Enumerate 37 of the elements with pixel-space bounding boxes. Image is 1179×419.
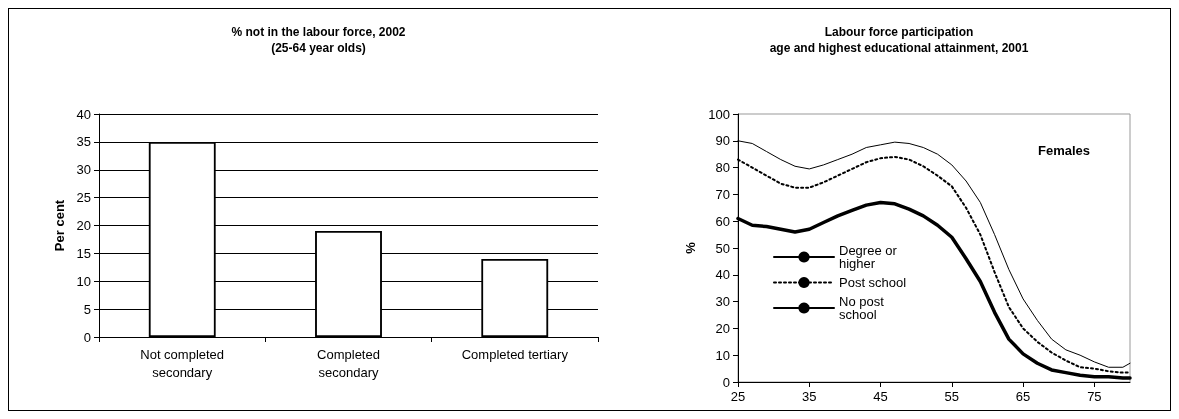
y-tick-label: 50 — [715, 240, 730, 256]
y-tick-label: 40 — [76, 106, 91, 122]
x-tick-label: Completed secondary — [317, 346, 380, 380]
y-axis-title: % — [683, 241, 699, 254]
y-tick-label: 70 — [715, 186, 730, 202]
x-tick-label: 45 — [873, 389, 888, 404]
x-tick-label: 75 — [1087, 389, 1102, 404]
x-tick-label: 35 — [802, 389, 817, 404]
y-tick-label: 30 — [715, 294, 730, 310]
chart-title: Labour force participation age and highest educational attainment, 2001 — [769, 25, 1029, 55]
y-tick-label: 100 — [708, 106, 730, 122]
y-tick-label: 25 — [76, 190, 91, 206]
x-tick-label: Completed tertiary — [461, 346, 569, 362]
legend-label: Degree or higher — [839, 243, 901, 271]
y-tick-label: 30 — [76, 162, 91, 178]
x-tick-label: 25 — [730, 389, 746, 404]
y-tick-label: 40 — [715, 267, 730, 283]
chart-title: % not in the labour force, 2002 (25-64 year olds) — [231, 25, 406, 55]
x-tick-label: 65 — [1015, 389, 1031, 404]
y-axis-title: Per cent — [51, 199, 67, 252]
legend-label: Post school — [839, 275, 907, 290]
y-tick-label: 10 — [715, 347, 730, 363]
y-tick-label: 90 — [715, 133, 730, 149]
x-tick-label: 55 — [944, 389, 960, 404]
y-tick-label: 35 — [76, 134, 91, 150]
y-tick-label: 20 — [715, 320, 730, 336]
y-tick-label: 60 — [715, 213, 730, 229]
y-tick-label: 80 — [715, 160, 730, 176]
legend-label: No post school — [839, 294, 888, 322]
y-tick-label: 15 — [76, 245, 91, 261]
y-tick-label: 20 — [76, 218, 91, 233]
y-tick-label: 0 — [83, 329, 91, 345]
y-tick-label: 10 — [76, 273, 91, 289]
x-tick-label: Not completed secondary — [140, 346, 225, 380]
y-tick-label: 5 — [83, 301, 91, 317]
annotation: Females — [1037, 143, 1091, 158]
y-tick-label: 0 — [722, 374, 730, 390]
